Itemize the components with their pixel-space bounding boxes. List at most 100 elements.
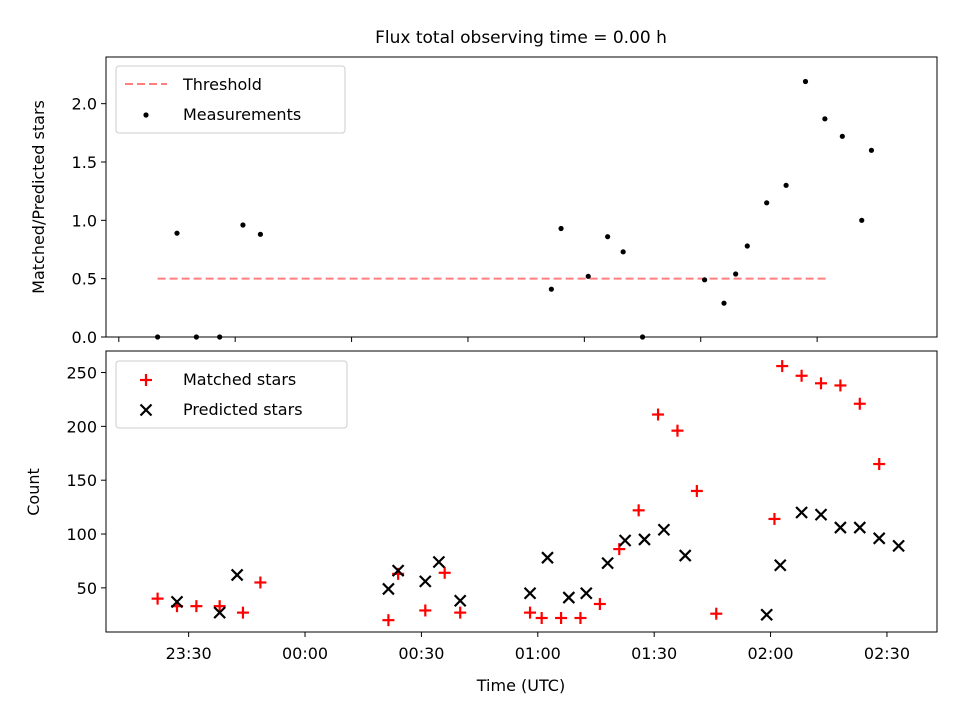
top-y-tick-label: 2.0 [72, 95, 97, 114]
top-x-axis [118, 337, 818, 342]
matched-star-point [776, 360, 789, 373]
predicted-star-point [657, 523, 671, 536]
matched-star-point [454, 606, 467, 619]
chart-title: Flux total observing time = 0.00 h [375, 28, 667, 48]
bottom-y-tick-label: 100 [66, 525, 97, 544]
bottom-y-axis: 50 100 150 200 250 [66, 364, 106, 598]
matched-star-point [254, 576, 267, 589]
measurement-point [802, 78, 809, 85]
legend-predicted-label: Predicted stars [183, 400, 303, 419]
predicted-star-point [432, 555, 446, 569]
predicted-star-point [795, 506, 808, 519]
measurement-point [868, 147, 875, 153]
predicted-star-point [853, 521, 867, 534]
legend-threshold-label: Threshold [182, 75, 262, 94]
predicted-star-point [618, 534, 632, 547]
bottom-y-tick-label: 200 [66, 417, 97, 436]
predicted-star-point [453, 594, 467, 608]
measurement-point [733, 271, 739, 277]
predicted-star-point [562, 591, 576, 604]
predicted-star-point [834, 521, 847, 534]
measurement-point [585, 273, 591, 279]
bottom-x-tick-label: 00:00 [282, 644, 328, 663]
bottom-x-tick-label: 02:30 [864, 644, 910, 663]
matched-star-point [593, 598, 606, 611]
predicted-star-point [213, 606, 226, 619]
measurement-point [620, 249, 626, 255]
matched-star-point [873, 458, 886, 471]
predicted-star-point [541, 551, 554, 564]
top-y-tick-label: 1.5 [72, 153, 97, 172]
predicted-star-point [773, 558, 787, 572]
legend-predicted-swatch [139, 403, 153, 417]
matched-star-point [419, 604, 432, 617]
legend-predicted-marker [139, 403, 153, 417]
measurement-point [558, 225, 564, 232]
top-panel: 0.00.51.01.52.0 Matched/Predicted stars … [29, 56, 938, 347]
top-axes-frame [105, 56, 938, 338]
bottom-x-tick-label: 00:30 [398, 644, 444, 663]
measurement-point [605, 234, 611, 240]
predicted-star-point [638, 533, 651, 546]
matched-star-point [768, 512, 781, 525]
legend-measurements-swatch [143, 112, 149, 118]
measurement-point [548, 286, 554, 292]
legend-matched-swatch [140, 374, 152, 386]
matched-star-point [795, 369, 808, 382]
bottom-x-axis-label: Time (UTC) [476, 676, 565, 695]
predicted-star-point [391, 564, 405, 577]
bottom-y-tick-label: 150 [66, 471, 97, 490]
matched-star-point [190, 600, 203, 613]
bottom-x-tick-label: 01:30 [631, 644, 677, 663]
predicted-star-point [814, 508, 828, 521]
measurement-point [721, 300, 727, 306]
predicted-star-point [523, 586, 537, 600]
matched-star-point [834, 379, 847, 392]
top-y-axis-label: Matched/Predicted stars [29, 100, 48, 294]
bottom-axes-frame [105, 350, 938, 633]
top-y-axis: 0.0 0.5 1.0 1.5 2.0 [72, 95, 106, 347]
bottom-legend-frame [115, 360, 348, 429]
matched-star-point [555, 612, 568, 625]
matched-star-point [535, 612, 548, 625]
measurement-point [839, 133, 845, 139]
predicted-star-point [382, 582, 395, 596]
legend-matched-label: Matched stars [183, 370, 296, 389]
matched-star-point [652, 408, 665, 421]
predicted-star-point [678, 549, 692, 562]
bottom-y-tick-label: 50 [77, 579, 97, 598]
measurement-point [257, 231, 263, 237]
top-y-tick-label: 1.0 [72, 211, 97, 230]
matched-star-point [236, 606, 249, 619]
matched-star-point [815, 377, 828, 390]
matched-star-point [382, 614, 395, 627]
measurement-point [174, 230, 180, 236]
legend-measurements-label: Measurements [183, 105, 301, 124]
predicted-star-point [230, 568, 244, 582]
bottom-x-tick-label: 02:00 [748, 644, 794, 663]
matched-star-point [632, 504, 645, 517]
predicted-star-point [760, 608, 773, 622]
measurement-point [783, 182, 789, 188]
measurement-point [702, 277, 708, 283]
bottom-y-tick-label: 250 [66, 364, 97, 383]
bottom-x-tick-label: 23:30 [166, 644, 212, 663]
predicted-star-point [601, 556, 614, 570]
matched-star-point [710, 607, 723, 620]
top-legend: Threshold Measurements [115, 65, 346, 134]
top-y-tick-label: 0.5 [72, 270, 97, 289]
top-y-tick-label: 0.0 [72, 328, 97, 347]
bottom-panel: 50 100 150 200 250 23:30 00:00 00:30 01:00 01:30… [24, 350, 938, 695]
bottom-y-axis-label: Count [24, 468, 43, 516]
bottom-legend: Matched stars Predicted stars [115, 360, 348, 429]
legend-matched-marker [140, 374, 152, 386]
matched-star-point [853, 397, 866, 410]
top-legend-frame [115, 65, 346, 134]
predicted-star-point [580, 586, 593, 600]
matched-star-point [151, 592, 164, 605]
top-data-layer [155, 78, 875, 340]
measurement-point [744, 243, 750, 249]
matched-star-point [213, 600, 226, 613]
predicted-star-point [419, 575, 432, 588]
